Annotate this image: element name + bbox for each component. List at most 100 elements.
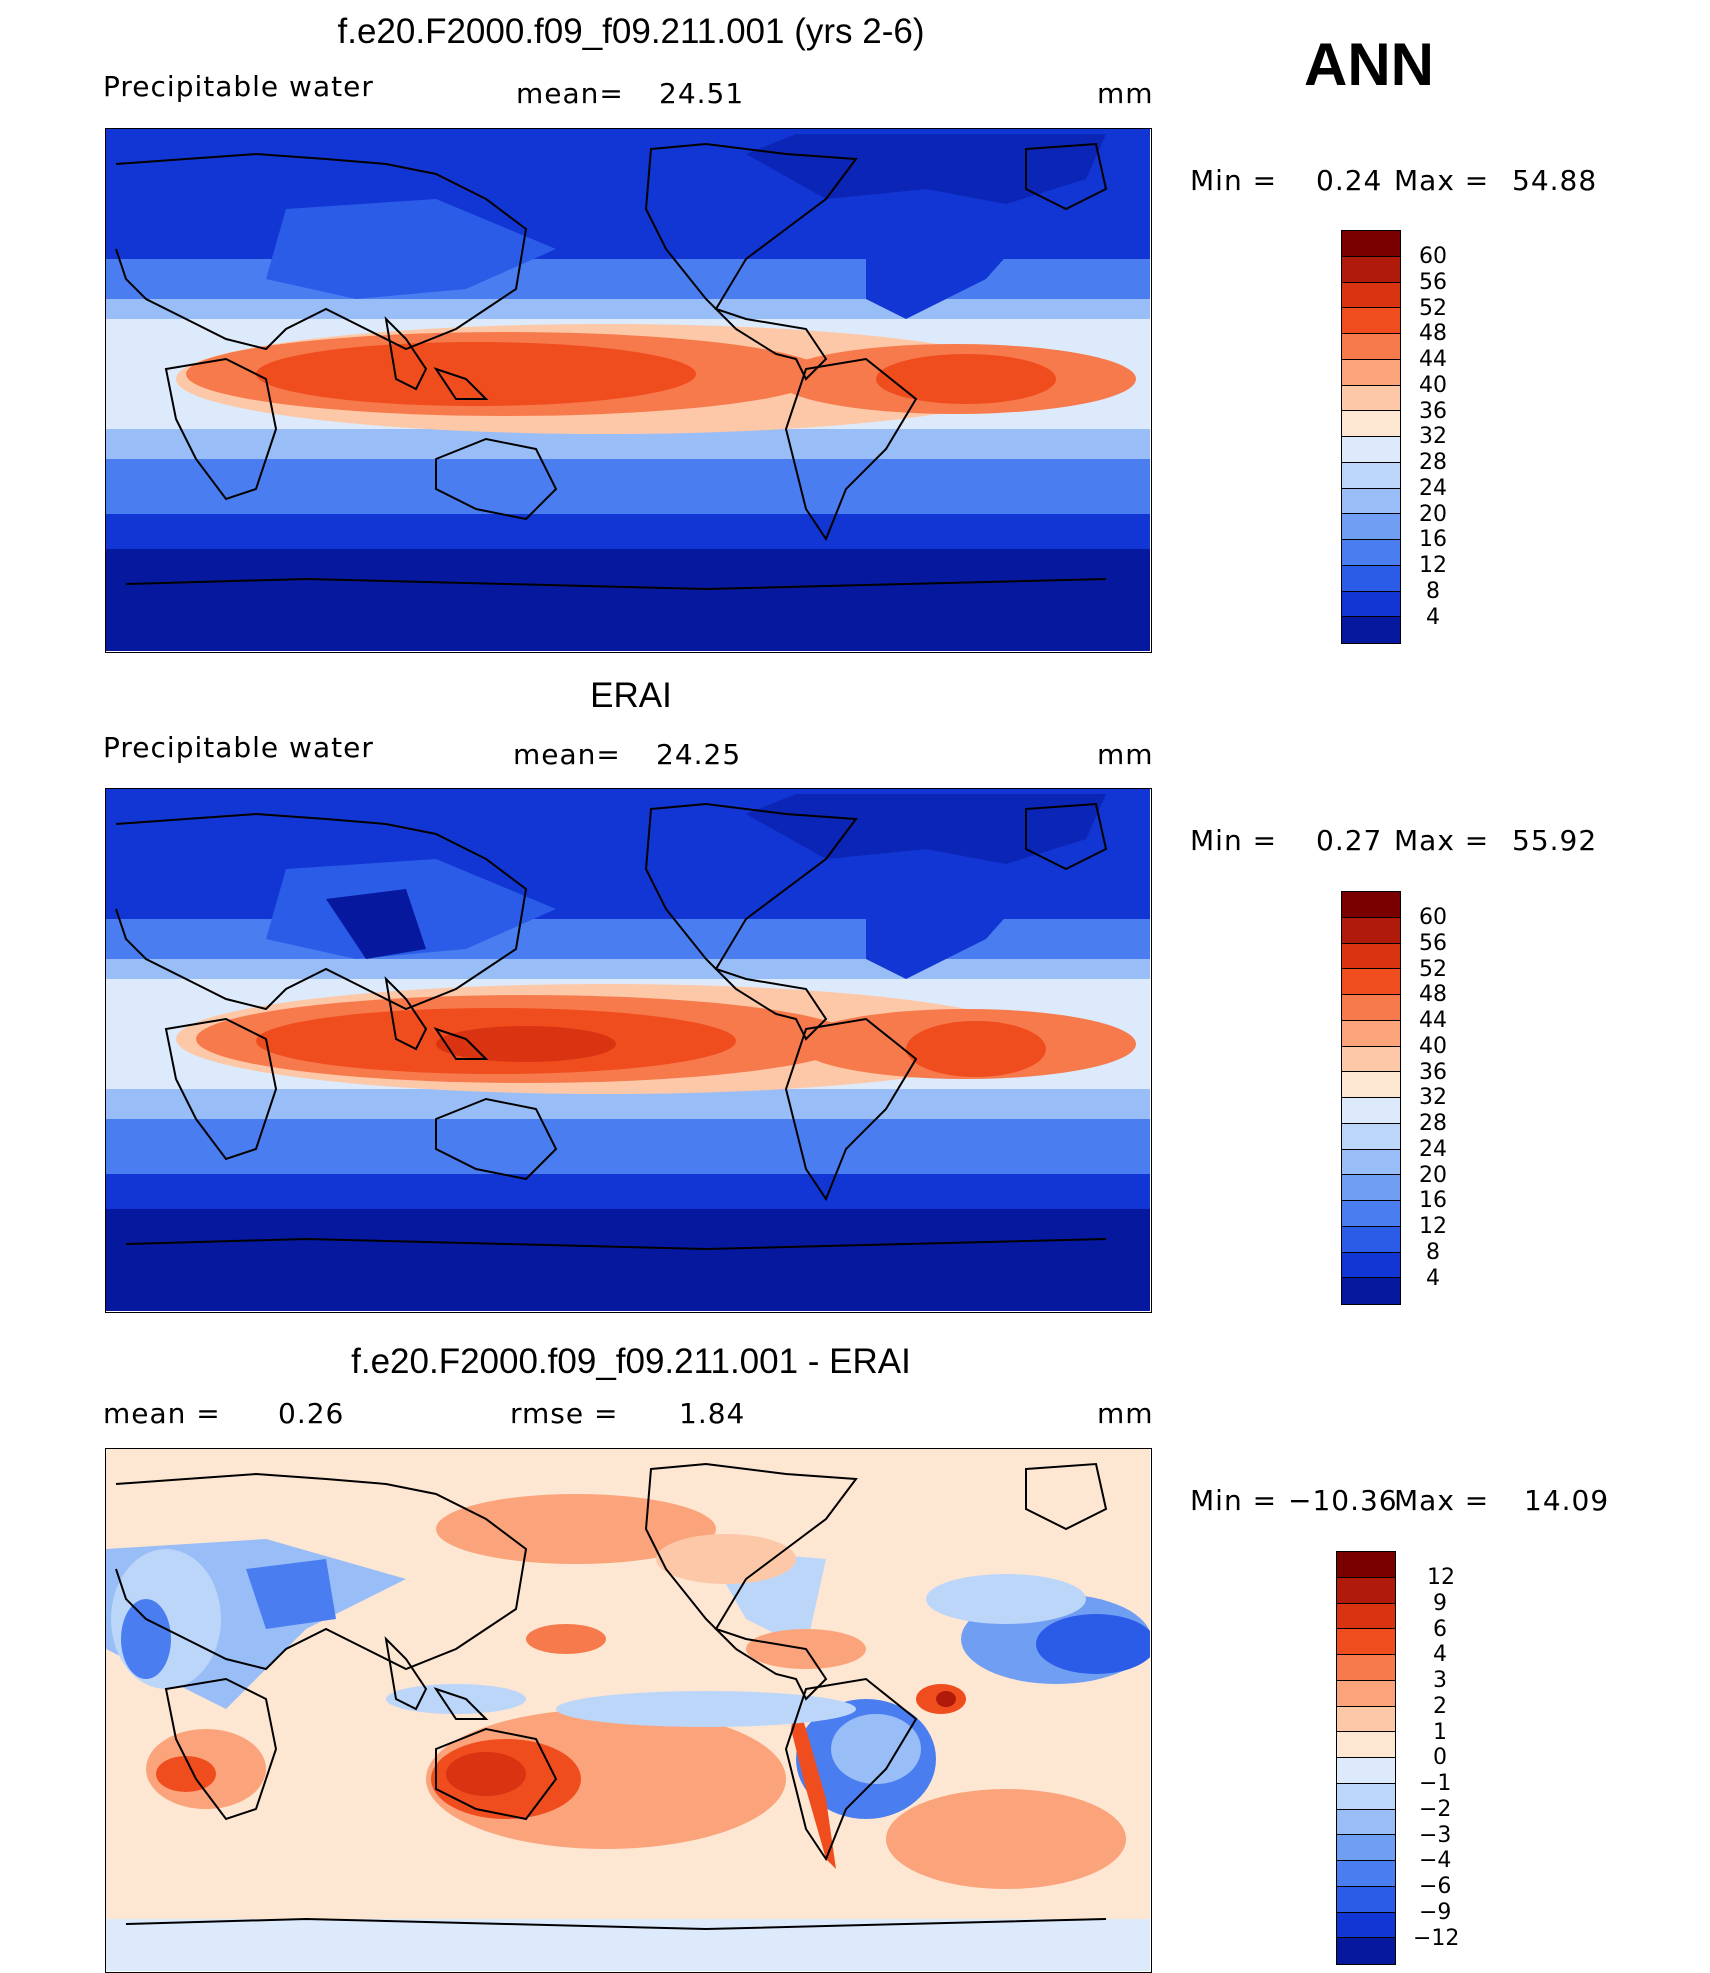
panel3-cbar-tick: 6 bbox=[1433, 1617, 1447, 1642]
panel3-cbar-tick: −1 bbox=[1419, 1771, 1452, 1796]
panel1-min-label: Min = bbox=[1190, 164, 1278, 197]
panel1-cbar-tick: 4 bbox=[1426, 605, 1440, 630]
panel1-cbar-tick: 56 bbox=[1419, 270, 1447, 295]
panel3-cbar-tick: −6 bbox=[1419, 1874, 1452, 1899]
panel2-colorbar-bin bbox=[1342, 1175, 1400, 1201]
panel2-cbar-tick: 52 bbox=[1419, 957, 1447, 982]
panel3-cbar-tick: 0 bbox=[1433, 1745, 1447, 1770]
panel2-cbar-tick: 36 bbox=[1419, 1060, 1447, 1085]
panel2-cbar-tick: 12 bbox=[1419, 1214, 1447, 1239]
panel2-colorbar-bin bbox=[1342, 1226, 1400, 1253]
panel2-colorbar-bin bbox=[1342, 1123, 1400, 1150]
panel3-mean-value: 0.26 bbox=[278, 1397, 345, 1430]
panel2-max-value: 55.92 bbox=[1512, 824, 1598, 857]
panel3-rmse-value: 1.84 bbox=[679, 1397, 746, 1430]
panel2-colorbar-bin bbox=[1342, 943, 1400, 970]
panel3-colorbar-bin bbox=[1337, 1603, 1395, 1630]
panel2-cbar-tick: 32 bbox=[1419, 1085, 1447, 1110]
panel3-colorbar-bin bbox=[1337, 1706, 1395, 1733]
panel2-map bbox=[105, 788, 1152, 1313]
panel1-map-svg bbox=[106, 129, 1150, 651]
panel2-cbar-tick: 24 bbox=[1419, 1137, 1447, 1162]
panel1-mean-value: 24.51 bbox=[659, 77, 745, 110]
panel1-min-value: 0.24 bbox=[1316, 164, 1383, 197]
panel2-colorbar bbox=[1341, 891, 1401, 1305]
panel1-cbar-tick: 28 bbox=[1419, 450, 1447, 475]
season-label: ANN bbox=[1304, 31, 1434, 98]
panel3-min-value: −10.36 bbox=[1288, 1484, 1398, 1517]
panel3-colorbar-bin bbox=[1337, 1680, 1395, 1707]
panel3-colorbar-bin bbox=[1337, 1758, 1395, 1784]
panel1-colorbar-bin bbox=[1342, 231, 1400, 257]
panel1-cbar-tick: 60 bbox=[1419, 244, 1447, 269]
panel3-map bbox=[105, 1448, 1152, 1973]
panel2-mean-value: 24.25 bbox=[656, 738, 742, 771]
panel1-colorbar-bin bbox=[1342, 334, 1400, 360]
panel2-colorbar-bin bbox=[1342, 1252, 1400, 1279]
panel3-max-label: Max = bbox=[1394, 1484, 1490, 1517]
panel2-cbar-tick: 44 bbox=[1419, 1008, 1447, 1033]
panel1-cbar-tick: 36 bbox=[1419, 399, 1447, 424]
panel2-colorbar-bin bbox=[1342, 1278, 1400, 1304]
panel2-colorbar-bin bbox=[1342, 892, 1400, 918]
panel2-map-svg bbox=[106, 789, 1150, 1311]
panel2-cbar-tick: 8 bbox=[1426, 1240, 1440, 1265]
panel2-cbar-tick: 20 bbox=[1419, 1163, 1447, 1188]
panel3-colorbar-bin bbox=[1337, 1783, 1395, 1810]
panel1-cbar-tick: 52 bbox=[1419, 296, 1447, 321]
panel2-min-label: Min = bbox=[1190, 824, 1278, 857]
panel2-colorbar-bin bbox=[1342, 1046, 1400, 1073]
panel3-cbar-tick: −9 bbox=[1419, 1900, 1452, 1925]
panel1-title: f.e20.F2000.f09_f09.211.001 (yrs 2-6) bbox=[337, 12, 925, 51]
panel2-min-value: 0.27 bbox=[1316, 824, 1383, 857]
panel3-max-value: 14.09 bbox=[1524, 1484, 1610, 1517]
panel1-colorbar-bin bbox=[1342, 540, 1400, 566]
panel3-colorbar-bin bbox=[1337, 1809, 1395, 1836]
panel1-colorbar-bin bbox=[1342, 488, 1400, 515]
panel3-cbar-tick: −4 bbox=[1419, 1848, 1452, 1873]
panel3-cbar-tick: 1 bbox=[1433, 1720, 1447, 1745]
panel3-cbar-tick: 12 bbox=[1427, 1565, 1455, 1590]
panel3-mean-label: mean = bbox=[103, 1397, 221, 1430]
panel2-colorbar-bin bbox=[1342, 1149, 1400, 1176]
panel2-title: ERAI bbox=[590, 676, 672, 715]
panel2-cbar-tick: 4 bbox=[1426, 1266, 1440, 1291]
panel1-cbar-tick: 32 bbox=[1419, 424, 1447, 449]
panel2-cbar-tick: 56 bbox=[1419, 931, 1447, 956]
panel1-colorbar bbox=[1341, 230, 1401, 644]
panel3-colorbar-bin bbox=[1337, 1938, 1395, 1964]
panel1-cbar-tick: 48 bbox=[1419, 321, 1447, 346]
panel3-colorbar-bin bbox=[1337, 1861, 1395, 1887]
panel2-cbar-tick: 48 bbox=[1419, 982, 1447, 1007]
panel2-max-label: Max = bbox=[1394, 824, 1490, 857]
panel1-units: mm bbox=[1097, 77, 1154, 110]
panel1-colorbar-bin bbox=[1342, 462, 1400, 489]
panel1-cbar-tick: 12 bbox=[1419, 553, 1447, 578]
panel3-colorbar-bin bbox=[1337, 1835, 1395, 1861]
panel2-colorbar-bin bbox=[1342, 1098, 1400, 1124]
panel1-cbar-tick: 44 bbox=[1419, 347, 1447, 372]
panel2-colorbar-bin bbox=[1342, 969, 1400, 995]
panel1-colorbar-bin bbox=[1342, 256, 1400, 283]
panel3-colorbar-bin bbox=[1337, 1912, 1395, 1939]
panel2-cbar-tick: 60 bbox=[1419, 905, 1447, 930]
panel2-colorbar-bin bbox=[1342, 1072, 1400, 1098]
panel2-cbar-tick: 40 bbox=[1419, 1034, 1447, 1059]
panel1-cbar-tick: 40 bbox=[1419, 373, 1447, 398]
panel3-rmse-label: rmse = bbox=[510, 1397, 619, 1430]
panel2-units: mm bbox=[1097, 738, 1154, 771]
panel1-colorbar-bin bbox=[1342, 565, 1400, 592]
panel1-max-value: 54.88 bbox=[1512, 164, 1598, 197]
panel1-colorbar-bin bbox=[1342, 437, 1400, 463]
panel1-colorbar-bin bbox=[1342, 385, 1400, 412]
panel1-colorbar-bin bbox=[1342, 514, 1400, 540]
panel1-variable-label: Precipitable water bbox=[103, 70, 374, 103]
panel3-cbar-tick: −3 bbox=[1419, 1823, 1452, 1848]
panel1-cbar-tick: 8 bbox=[1426, 579, 1440, 604]
panel1-mean-label: mean= bbox=[516, 77, 624, 110]
panel2-colorbar-bin bbox=[1342, 917, 1400, 944]
panel3-cbar-tick: 9 bbox=[1433, 1591, 1447, 1616]
panel3-cbar-tick: 3 bbox=[1433, 1668, 1447, 1693]
panel2-variable-label: Precipitable water bbox=[103, 731, 374, 764]
panel1-colorbar-bin bbox=[1342, 282, 1400, 309]
